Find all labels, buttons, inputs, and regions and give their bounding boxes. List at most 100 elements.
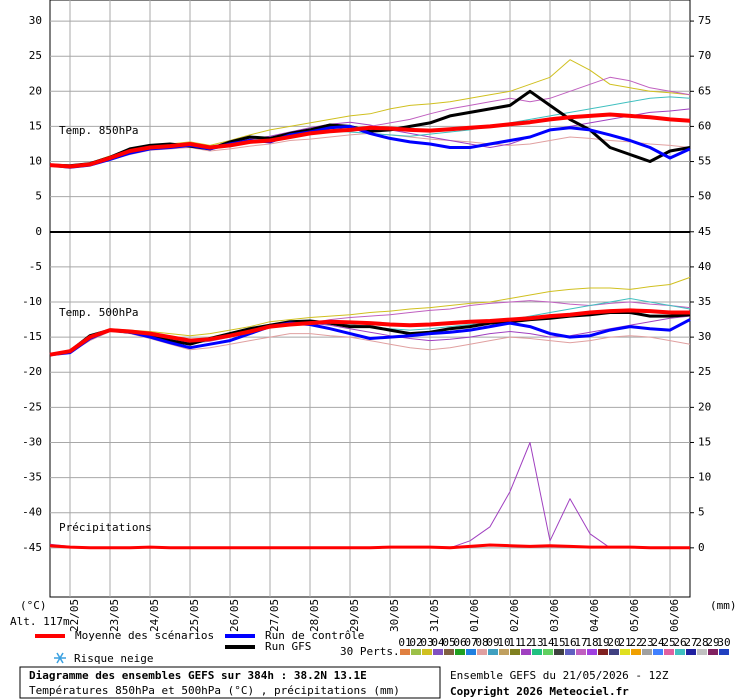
x-tick-label: 31/05 [428,599,441,632]
pert-legend-swatch [631,649,641,655]
legend-label: Moyenne des scénarios [75,629,214,642]
y-tick-label: -45 [22,541,42,554]
pert-legend-label: 20 [607,636,620,649]
pert-legend-swatch [719,649,729,655]
y-tick-label: -35 [22,471,42,484]
x-tick-label: 05/06 [628,599,641,632]
pert-legend-swatch [532,649,542,655]
chart-title: Diagramme des ensembles GEFS sur 384h : … [29,669,367,682]
y-tick-label: -5 [29,260,42,273]
pert-legend-swatch [455,649,465,655]
pert-legend-label: 24 [651,636,665,649]
y-tick-label: 10 [29,155,42,168]
pert-legend-swatch [433,649,443,655]
y-tick-label: -40 [22,506,42,519]
y2-tick-label: 5 [698,506,705,519]
pert-legend-swatch [609,649,619,655]
pert-legend-label: 21 [618,636,631,649]
pert-legend-swatch [499,649,509,655]
altitude: Alt. 117m [10,615,70,628]
pert-legend-swatch [422,649,432,655]
y2-tick-label: 65 [698,84,711,97]
panel-label: Temp. 850hPa [59,124,138,137]
pert-legend-label: 09 [486,636,499,649]
y-tick-label: 5 [35,190,42,203]
y2-tick-label: 55 [698,155,711,168]
y-tick-label: -15 [22,330,42,343]
y-tick-label: 15 [29,119,42,132]
y2-tick-label: 50 [698,190,711,203]
pert-legend-label: 10 [497,636,510,649]
pert-legend-label: 13 [530,636,543,649]
chart-subtitle: Températures 850hPa et 500hPa (°C) , pré… [29,684,400,697]
x-tick-label: 30/05 [388,599,401,632]
pert-legend-swatch [521,649,531,655]
x-tick-label: 29/05 [348,599,361,632]
x-tick-label: 06/06 [668,599,681,632]
pert-legend-swatch [620,649,630,655]
pert-legend-swatch [576,649,586,655]
y2-tick-label: 60 [698,119,711,132]
y-tick-label: -30 [22,435,42,448]
pert-legend-swatch [400,649,410,655]
pert-legend-label: 29 [706,636,719,649]
pert-legend-label: 16 [563,636,576,649]
y2-tick-label: 40 [698,260,711,273]
plot-frame [49,0,691,598]
pert-legend-swatch [488,649,498,655]
pert-legend-swatch [554,649,564,655]
x-tick-label: 02/06 [508,599,521,632]
y2-tick-label: 25 [698,365,711,378]
pert-legend-label: 26 [673,636,686,649]
pert-legend-swatch [708,649,718,655]
series-line [49,543,690,550]
pert-legend-label: 08 [475,636,488,649]
perts-label: 30 Perts. [340,645,400,658]
series-line [49,308,690,357]
pert-legend-label: 03 [420,636,433,649]
x-tick-label: 04/06 [588,599,601,632]
y2-tick-label: 70 [698,49,711,62]
pert-legend-swatch [565,649,575,655]
title-box [19,666,441,699]
pert-legend-swatch [598,649,608,655]
panel-label: Précipitations [59,521,152,534]
pert-legend-label: 15 [552,636,565,649]
pert-legend-swatch [664,649,674,655]
pert-legend-label: 06 [453,636,466,649]
pert-legend-label: 14 [541,636,555,649]
run-label: Ensemble GEFS du 21/05/2026 - 12Z [450,669,669,682]
y-tick-label: 25 [29,49,42,62]
x-tick-label: 27/05 [268,599,281,632]
pert-legend-swatch [543,649,553,655]
pert-legend-swatch [653,649,663,655]
y-tick-label: -25 [22,400,42,413]
series-line [49,318,691,357]
pert-legend-label: 28 [695,636,708,649]
y2-tick-label: 15 [698,435,711,448]
y-tick-label: -20 [22,365,42,378]
y-tick-label: 20 [29,84,42,97]
y-axis-label: (°C) [20,599,47,612]
x-tick-label: 03/06 [548,599,561,632]
y2-tick-label: 75 [698,14,711,27]
pert-legend-label: 23 [640,636,653,649]
y2-tick-label: 10 [698,471,711,484]
pert-legend-label: 11 [508,636,521,649]
pert-legend-swatch [466,649,476,655]
pert-legend-swatch [686,649,696,655]
y2-tick-label: 0 [698,541,705,554]
y2-axis-label: (mm) [710,599,737,612]
pert-legend-swatch [642,649,652,655]
pert-legend-label: 17 [574,636,587,649]
snow-icon [54,652,66,664]
y-tick-label: -10 [22,295,42,308]
snow-label: Risque neige [74,652,153,665]
pert-legend-label: 05 [442,636,455,649]
y-tick-label: 30 [29,14,42,27]
y2-tick-label: 45 [698,225,711,238]
series-line [49,276,691,356]
x-tick-label: 26/05 [228,599,241,632]
